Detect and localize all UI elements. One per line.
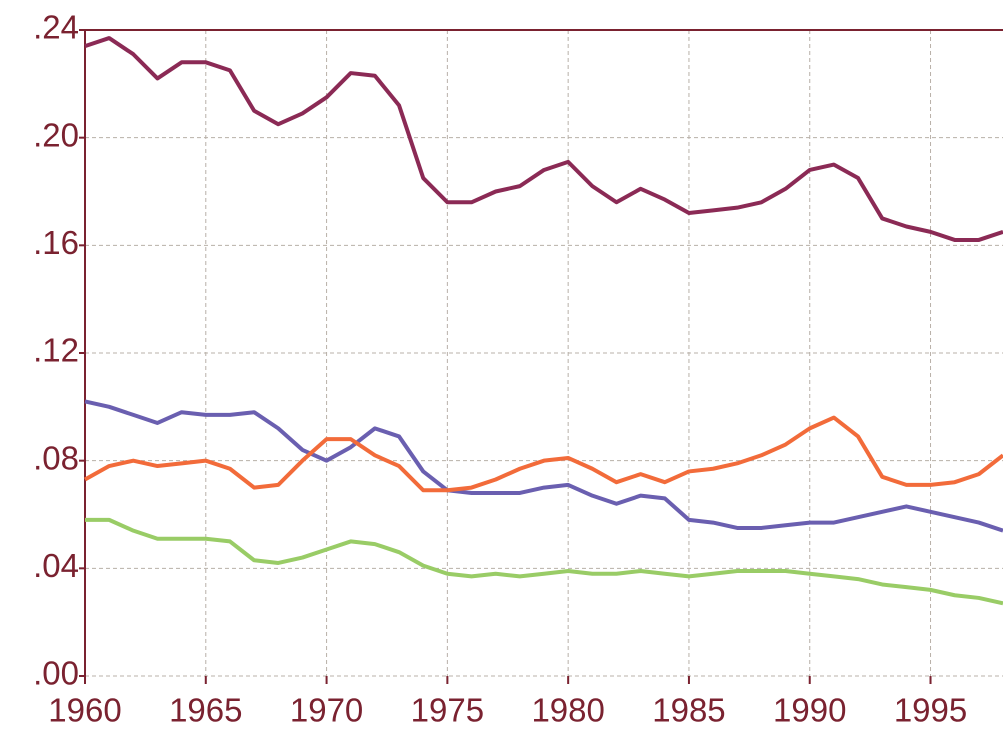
series-line xyxy=(85,517,1003,606)
y-tick-label: .08 xyxy=(33,439,79,476)
y-tick-label: .16 xyxy=(33,224,79,261)
y-tick-label: .20 xyxy=(33,116,79,153)
x-tick-label: 1965 xyxy=(169,692,242,729)
x-tick-label: 1985 xyxy=(652,692,725,729)
y-tick-label: .00 xyxy=(33,655,79,692)
x-tick-label: 1970 xyxy=(290,692,363,729)
x-tick-label: 1995 xyxy=(894,692,967,729)
y-tick-label: .12 xyxy=(33,332,79,369)
series-line xyxy=(84,36,1003,242)
series-line xyxy=(84,415,1003,493)
x-tick-label: 1975 xyxy=(411,692,484,729)
y-tick-label: .04 xyxy=(33,547,79,584)
x-tick-label: 1980 xyxy=(531,692,604,729)
y-tick-label: .24 xyxy=(33,9,79,46)
x-tick-label: 1960 xyxy=(48,692,121,729)
x-tick-label: 1990 xyxy=(773,692,846,729)
series-line xyxy=(84,399,1003,533)
